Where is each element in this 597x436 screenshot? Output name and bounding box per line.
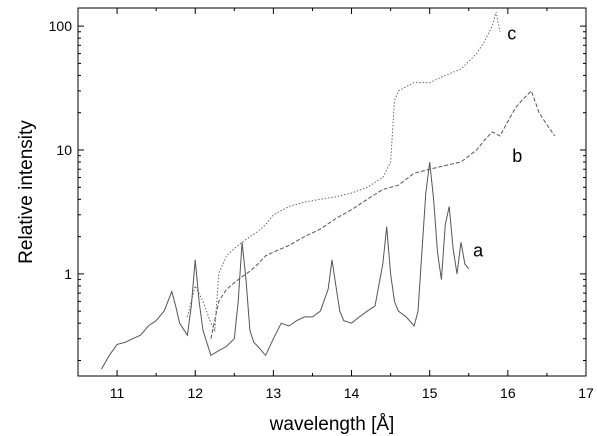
y-axis-title: Relative intensity (16, 120, 37, 264)
series-label-b: b (512, 146, 522, 166)
x-tick-label: 17 (578, 385, 594, 401)
x-tick-label: 16 (500, 385, 516, 401)
series-label-c: c (507, 23, 516, 43)
y-tick-label: 10 (56, 142, 72, 158)
series-layer (100, 11, 556, 370)
series-line-a (100, 161, 470, 370)
series-line-c (186, 11, 501, 333)
x-tick-label: 12 (187, 385, 203, 401)
x-axis-ticks: 11 12 13 14 15 16 17 (77, 8, 594, 401)
y-tick-label: 1 (64, 266, 72, 282)
series-label-layer: a b c (473, 23, 522, 260)
x-tick-label: 14 (344, 385, 360, 401)
y-axis-ticks: 1 10 100 (49, 18, 586, 362)
series-label-a: a (473, 241, 484, 261)
x-tick-label: 13 (266, 385, 282, 401)
x-axis-title: wavelength [Å] (269, 414, 395, 435)
plot-frame (77, 7, 587, 377)
x-tick-label: 11 (110, 385, 125, 401)
x-tick-label: 15 (422, 385, 438, 401)
series-line-b (210, 89, 556, 339)
y-tick-label: 100 (49, 18, 73, 34)
